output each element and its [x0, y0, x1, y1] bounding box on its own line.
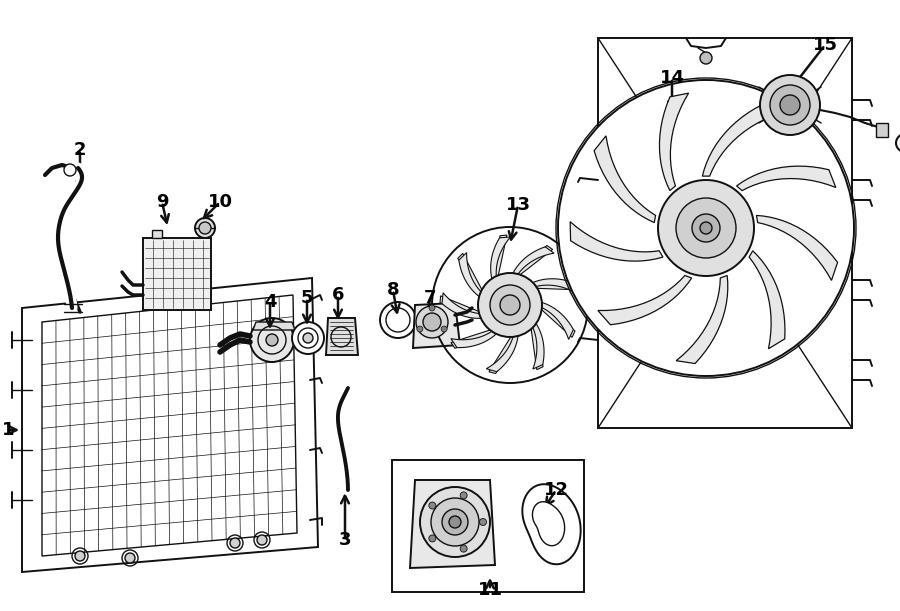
Circle shape [460, 492, 467, 499]
Circle shape [558, 80, 854, 376]
Circle shape [780, 95, 800, 115]
Circle shape [658, 180, 754, 276]
Polygon shape [570, 222, 663, 261]
Circle shape [423, 313, 441, 331]
Circle shape [480, 519, 487, 525]
Circle shape [478, 273, 542, 337]
Polygon shape [442, 293, 481, 318]
Circle shape [303, 333, 313, 343]
Text: 15: 15 [813, 36, 838, 54]
Circle shape [500, 295, 520, 315]
Circle shape [380, 302, 416, 338]
Circle shape [676, 198, 736, 258]
Polygon shape [531, 326, 543, 370]
Circle shape [431, 498, 479, 546]
Polygon shape [542, 302, 573, 339]
Text: 10: 10 [208, 193, 232, 211]
Circle shape [700, 222, 712, 234]
Text: 3: 3 [338, 531, 351, 549]
Circle shape [460, 545, 467, 552]
Polygon shape [440, 296, 480, 316]
Circle shape [428, 502, 436, 509]
Polygon shape [152, 230, 162, 238]
Circle shape [449, 516, 461, 528]
Circle shape [125, 553, 135, 563]
Polygon shape [491, 237, 510, 279]
Circle shape [441, 326, 447, 332]
Polygon shape [458, 254, 482, 294]
Circle shape [692, 214, 720, 242]
Polygon shape [533, 279, 577, 294]
Polygon shape [143, 238, 211, 310]
Circle shape [64, 164, 76, 176]
Text: 9: 9 [156, 193, 168, 211]
Circle shape [75, 551, 85, 561]
Circle shape [490, 285, 530, 325]
Polygon shape [660, 93, 688, 191]
Polygon shape [253, 322, 295, 330]
Text: 14: 14 [660, 69, 685, 87]
Circle shape [420, 487, 490, 557]
Circle shape [417, 326, 423, 332]
Circle shape [760, 75, 820, 135]
Text: 6: 6 [332, 286, 344, 304]
Polygon shape [486, 336, 518, 371]
Text: 12: 12 [544, 481, 569, 499]
Circle shape [250, 318, 294, 362]
Polygon shape [513, 247, 554, 274]
Circle shape [442, 509, 468, 535]
Polygon shape [410, 480, 495, 568]
Polygon shape [535, 283, 579, 290]
Text: 5: 5 [301, 289, 313, 307]
Circle shape [257, 535, 267, 545]
Circle shape [199, 222, 211, 234]
Text: 13: 13 [506, 196, 530, 214]
Polygon shape [489, 337, 516, 373]
Circle shape [429, 305, 435, 311]
Polygon shape [533, 502, 564, 546]
Circle shape [266, 334, 278, 346]
Polygon shape [702, 104, 779, 176]
Text: 2: 2 [74, 141, 86, 159]
Polygon shape [459, 252, 481, 296]
Text: 1: 1 [2, 421, 14, 439]
Polygon shape [749, 251, 785, 349]
Polygon shape [451, 331, 496, 348]
Text: 11: 11 [478, 581, 502, 599]
Polygon shape [494, 235, 507, 277]
Polygon shape [594, 136, 655, 222]
Polygon shape [516, 246, 553, 275]
Circle shape [700, 52, 712, 64]
Text: 4: 4 [264, 293, 276, 311]
Circle shape [195, 218, 215, 238]
Circle shape [770, 85, 810, 125]
Text: 8: 8 [387, 281, 400, 299]
Polygon shape [413, 303, 460, 348]
Circle shape [292, 322, 324, 354]
Polygon shape [533, 324, 544, 369]
Polygon shape [451, 330, 494, 348]
Polygon shape [598, 276, 692, 325]
Polygon shape [326, 318, 358, 355]
Polygon shape [757, 216, 838, 280]
Text: 7: 7 [424, 289, 436, 307]
Polygon shape [676, 276, 728, 364]
Polygon shape [876, 123, 888, 137]
Polygon shape [542, 305, 575, 337]
Circle shape [230, 538, 240, 548]
Circle shape [428, 535, 436, 542]
Polygon shape [736, 166, 836, 191]
Circle shape [416, 306, 448, 338]
